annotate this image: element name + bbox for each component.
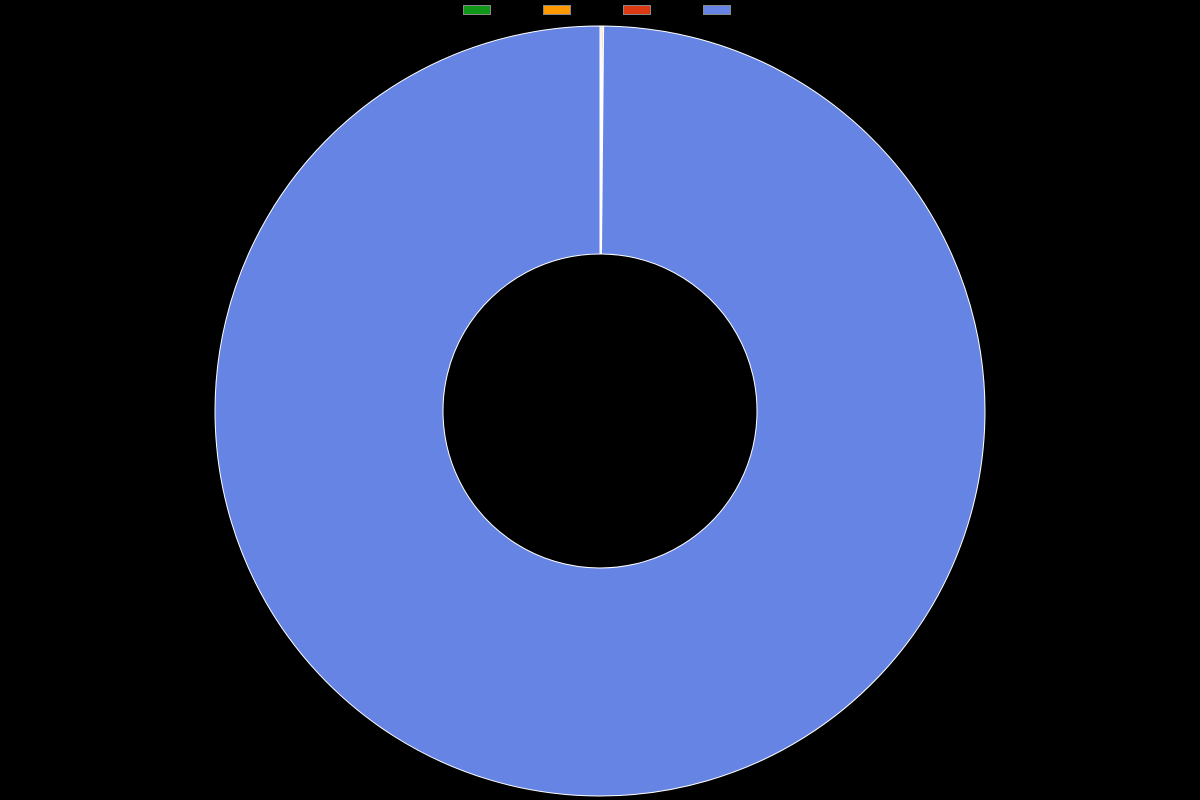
legend-swatch-1 [543,5,571,15]
legend-item-2[interactable] [623,5,657,15]
legend-item-0[interactable] [463,5,497,15]
chart-container [0,0,1200,800]
legend-item-1[interactable] [543,5,577,15]
donut-svg [0,22,1200,800]
legend-swatch-0 [463,5,491,15]
donut-slice-3[interactable] [215,26,985,796]
legend-item-3[interactable] [703,5,737,15]
legend-swatch-3 [703,5,731,15]
legend [0,5,1200,15]
legend-swatch-2 [623,5,651,15]
donut-chart [0,22,1200,800]
